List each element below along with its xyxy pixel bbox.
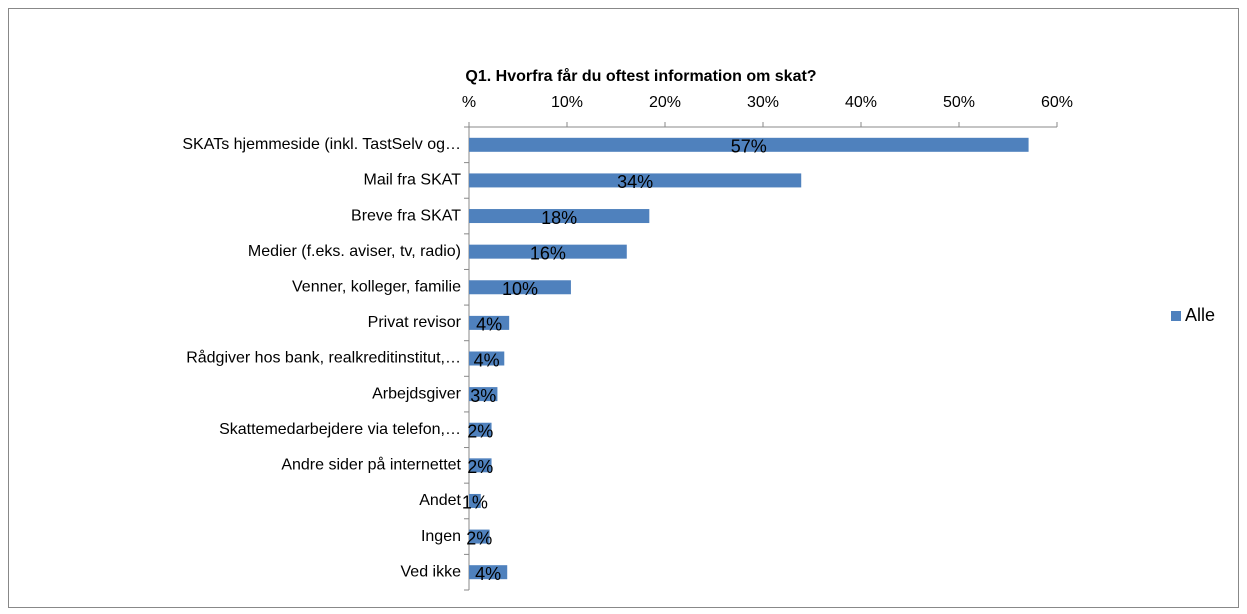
chart-frame	[8, 8, 1239, 608]
bar	[469, 209, 650, 224]
data-label: 4%	[476, 315, 502, 335]
data-label: 3%	[470, 386, 496, 406]
data-label: 1%	[462, 493, 488, 513]
bar	[469, 529, 490, 544]
data-label: 4%	[475, 564, 501, 584]
y-tick-label: Breve fra SKAT	[351, 207, 461, 224]
data-label: 16%	[530, 243, 566, 263]
x-tick-label: 60%	[1041, 94, 1073, 111]
legend-swatch	[1171, 311, 1181, 321]
y-tick-label: Privat revisor	[368, 314, 462, 331]
bar	[469, 493, 481, 508]
bar	[469, 565, 508, 580]
x-tick-label: 10%	[551, 94, 583, 111]
y-tick-label: Venner, kolleger, familie	[292, 278, 461, 295]
y-tick-label: SKATs hjemmeside (inkl. TastSelv og…	[182, 136, 461, 153]
legend-label: Alle	[1185, 305, 1215, 325]
bar	[469, 351, 505, 366]
x-tick-label: 40%	[845, 94, 877, 111]
bar	[469, 422, 492, 437]
x-tick-label: %	[462, 94, 476, 111]
y-tick-label: Andet	[419, 492, 461, 509]
data-label: 57%	[731, 137, 767, 157]
bar	[469, 137, 1029, 152]
data-label: 2%	[467, 421, 493, 441]
bar	[469, 315, 510, 330]
bar	[469, 280, 571, 295]
x-tick-label: 50%	[943, 94, 975, 111]
x-tick-label: 30%	[747, 94, 779, 111]
y-tick-label: Rådgiver hos bank, realkreditinstitut,…	[186, 349, 461, 367]
data-label: 2%	[467, 457, 493, 477]
bar	[469, 173, 802, 188]
data-label: 10%	[502, 279, 538, 299]
bar	[469, 387, 498, 402]
y-tick-label: Medier (f.eks. aviser, tv, radio)	[248, 243, 461, 260]
y-tick-label: Arbejdsgiver	[372, 385, 462, 402]
data-label: 2%	[466, 528, 492, 548]
y-tick-label: Ingen	[421, 528, 461, 545]
y-tick-label: Ved ikke	[401, 563, 462, 580]
y-tick-label: Andre sider på internettet	[281, 456, 461, 474]
bar	[469, 458, 492, 473]
x-tick-label: 20%	[649, 94, 681, 111]
data-label: 34%	[617, 172, 653, 192]
data-label: 4%	[474, 350, 500, 370]
chart-title: Q1. Hvorfra får du oftest information om…	[465, 67, 816, 85]
y-tick-label: Mail fra SKAT	[364, 172, 462, 189]
data-label: 18%	[541, 208, 577, 228]
y-tick-label: Skattemedarbejdere via telefon,…	[219, 421, 461, 438]
bar	[469, 244, 627, 259]
